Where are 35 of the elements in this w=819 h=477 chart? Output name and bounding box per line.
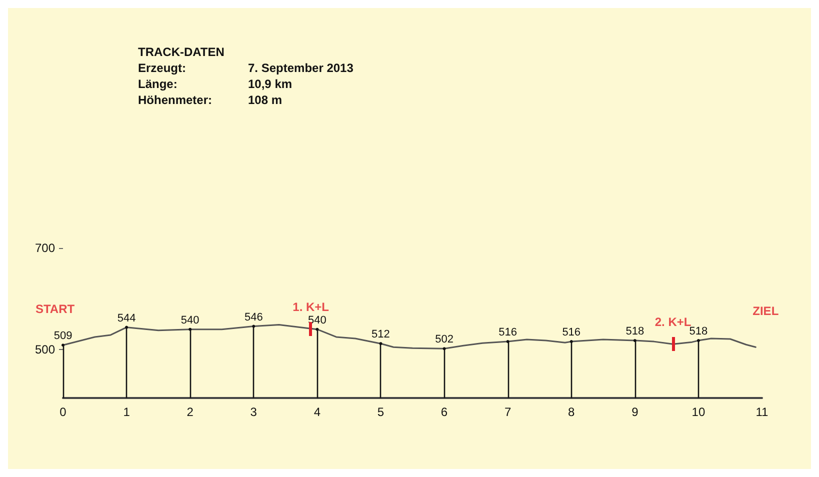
x-tick-label: 8 bbox=[568, 405, 576, 419]
annotation: 1. K+L bbox=[292, 300, 330, 314]
data-label: 518 bbox=[689, 326, 708, 338]
text: Höhenmeter: bbox=[138, 93, 212, 107]
data-label: 540 bbox=[180, 314, 200, 326]
text: Länge: bbox=[138, 77, 178, 91]
x-tick-label: 1 bbox=[123, 405, 130, 419]
data-label: 512 bbox=[372, 328, 390, 341]
y-tick-label: 700 bbox=[34, 241, 56, 255]
x-tick-label: 10 bbox=[692, 405, 706, 419]
x-tick-label: 0 bbox=[60, 405, 67, 419]
data-label: 544 bbox=[117, 312, 136, 324]
x-tick-label: 6 bbox=[440, 405, 448, 419]
text: 10,9 km bbox=[248, 77, 292, 91]
data-label: 516 bbox=[562, 326, 581, 339]
annotation: START bbox=[35, 302, 76, 316]
x-tick-label: 2 bbox=[186, 405, 194, 419]
annotation: 2. K+L bbox=[654, 315, 692, 330]
x-tick-label: 5 bbox=[377, 405, 384, 419]
data-label: 502 bbox=[435, 334, 454, 346]
x-tick-label: 11 bbox=[756, 405, 769, 419]
x-tick-label: 9 bbox=[632, 405, 639, 419]
data-label: 516 bbox=[498, 326, 517, 339]
annotation: ZIEL bbox=[752, 304, 779, 318]
data-label: 518 bbox=[626, 326, 644, 338]
x-tick-label: 7 bbox=[504, 405, 512, 419]
y-tick-label: 500 bbox=[34, 342, 56, 357]
x-tick-label: 3 bbox=[250, 405, 258, 419]
x-tick-label: 4 bbox=[314, 405, 321, 419]
text: 7. September 2013 bbox=[248, 61, 354, 75]
text: Erzeugt: bbox=[138, 61, 186, 75]
chart-title: TRACK-DATEN bbox=[138, 45, 224, 59]
data-label: 509 bbox=[54, 330, 72, 342]
text: 108 m bbox=[248, 93, 282, 107]
data-label: 546 bbox=[244, 311, 263, 324]
